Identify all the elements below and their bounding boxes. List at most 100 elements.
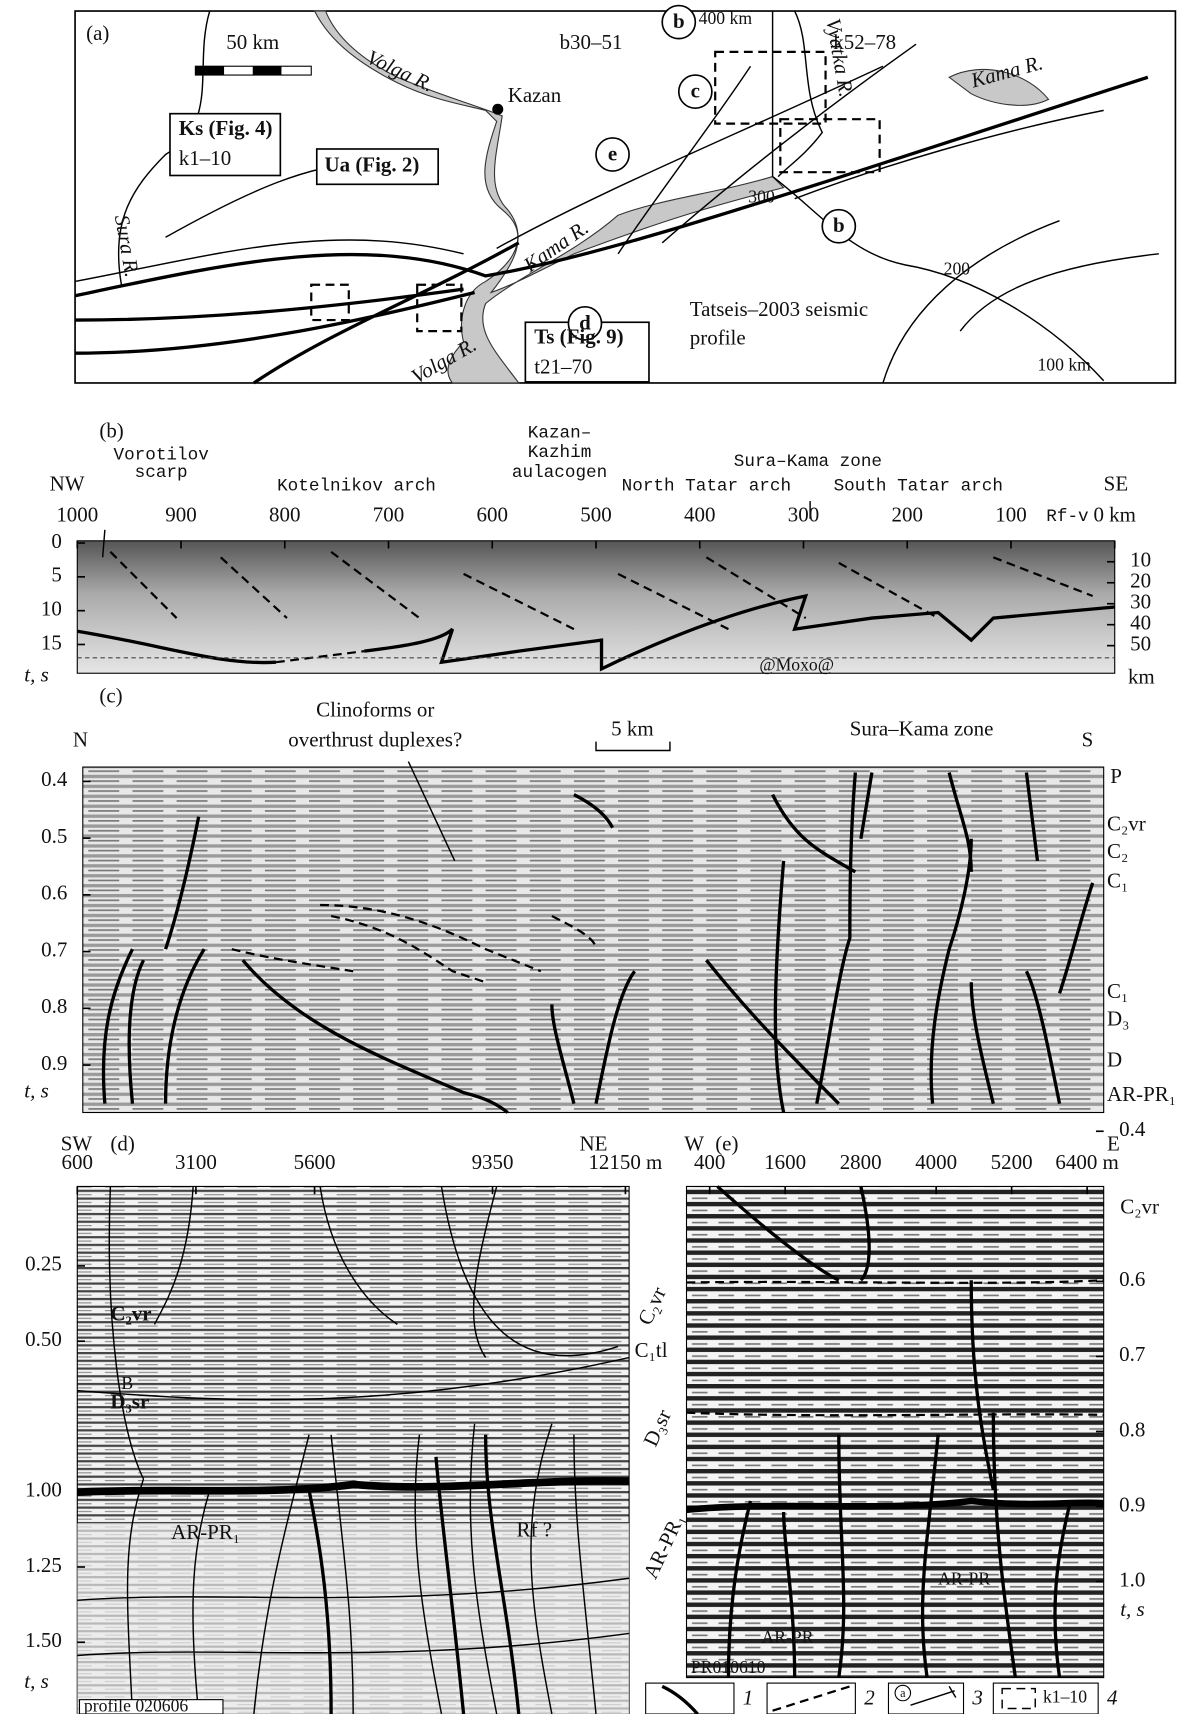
marker-circle [595,137,630,172]
zone-label: South Tatar arch [834,476,1003,496]
site-label: Ks (Fig. 4) [179,116,273,140]
y-tick-label: 5 [51,563,61,587]
site-range: t21–70 [534,354,592,378]
faults [716,1185,1073,1678]
horizon-label: C₂vr [1120,1194,1159,1218]
legend-number: 2 [864,1685,875,1709]
axis-unit: km [1128,665,1155,689]
label-box [169,112,282,177]
rivers [117,10,824,285]
structures [74,11,1159,384]
y-tick-label: 1.50 [25,1628,62,1652]
zone-label: Sura–Kama zone [734,452,882,472]
site-label: Ua (Fig. 2) [324,152,419,176]
axis-label: t, s [24,1078,48,1102]
x-tick-label: 1600 [764,1150,806,1174]
clinoforms [231,903,598,984]
profile-image [82,766,1105,1114]
x-tick-label: 800 [269,502,300,526]
rock-label: AR-PR [938,1569,990,1589]
area-box [416,283,463,333]
panel-b: (b) NW SE Vorotilov scarp Kotelnikov arc… [24,418,1154,688]
range-label: b30–51 [560,30,623,54]
annotation: overthrust duplexes? [288,727,462,751]
horizon-label: P [1110,764,1122,788]
end-label: S [1082,727,1094,751]
zone-label: North Tatar arch [622,476,791,496]
y-tick-label: 0.4 [41,767,68,791]
axis-label: t, s [1120,1597,1144,1621]
y-tick-label: 15 [41,630,62,654]
range-label: k52–78 [833,30,896,54]
y-tick-label: 10 [1130,548,1151,572]
distance-label: 100 km [1037,354,1091,374]
y-tick-label: 40 [1130,610,1151,634]
profile-tag-label: PR010610 [691,1657,766,1677]
y-tick-label: 0.7 [1119,1342,1145,1366]
x-tick-label: 900 [165,502,196,526]
y-tick-label: 0.7 [41,937,67,961]
marker-letter: d [579,310,591,334]
y-tick-label: 0.8 [41,994,67,1018]
profile-image [76,540,1116,674]
end-label: W [684,1131,704,1155]
end-label: SE [1104,471,1128,495]
x-tick-label: 9350 [472,1150,514,1174]
legend-box-label: k1–10 [1043,1687,1087,1707]
volga-kama-river [313,10,785,384]
panel-a: (a) 50 km Volga R. Kazan Ks (Fig. 4) k1–… [74,4,1177,389]
horizon-label: Rf ? [517,1518,553,1542]
legend-number: 4 [1107,1685,1117,1709]
y-tick-label: 0.9 [41,1051,67,1075]
legend-number: 3 [971,1685,982,1709]
zone-label: Vorotilov [114,445,209,465]
legend-box [766,1682,856,1714]
x-tick-label: 600 [62,1150,93,1174]
zone-label: Kazhim [528,443,592,463]
y-tick-label: 0.6 [1119,1267,1145,1291]
end-label: NE [579,1131,607,1155]
axis-label: t, s [24,662,48,686]
end-label: E [1107,1131,1120,1155]
y-tick-label: 30 [1130,590,1151,614]
area-box [714,50,827,125]
basement-reflector [77,1477,630,1497]
end-label: NW [50,471,85,495]
scale-label: 50 km [226,30,279,54]
y-tick-label: 10 [41,596,62,620]
pointer [101,529,106,558]
horizon-label: C₁ [1107,869,1128,893]
annotation: Clinoforms or [316,698,434,722]
x-tick-label: 4000 [915,1150,957,1174]
panel-label: (d) [110,1131,134,1155]
marker-letter: c [691,79,700,103]
horizon-label: C₂ [1107,839,1128,863]
x-tick-label: 3100 [175,1150,217,1174]
dashed-horizons [686,1279,1104,1417]
moho-line [77,593,1115,672]
horizon-label: C₁ [1107,979,1128,1003]
horizon-label: D₃ [1107,1007,1129,1031]
scale-bar [595,741,671,752]
x-tick-label: 1000 [56,502,98,526]
legend-box [645,1682,735,1714]
profile-image [685,1185,1105,1679]
y-tick-label: 0.25 [25,1252,62,1276]
zone-label: scarp [135,463,188,483]
marker-circle [567,305,603,341]
site-label: Ts (Fig. 9) [534,325,623,349]
panel-label: (e) [715,1131,738,1155]
profile-label: profile [690,326,746,350]
marker-circle [677,74,713,109]
horizon-label: D₃sr [638,1406,676,1450]
profile-tag-label: profile 020606 [84,1695,189,1714]
y-tick-label: 0.8 [1119,1417,1145,1441]
panel-label: (b) [99,418,123,442]
y-tick-label: 0.9 [1119,1492,1145,1516]
x-tick-label: 400 [694,1150,725,1174]
distance-label: 400 km [699,8,753,28]
marker-letter: b [833,213,845,237]
